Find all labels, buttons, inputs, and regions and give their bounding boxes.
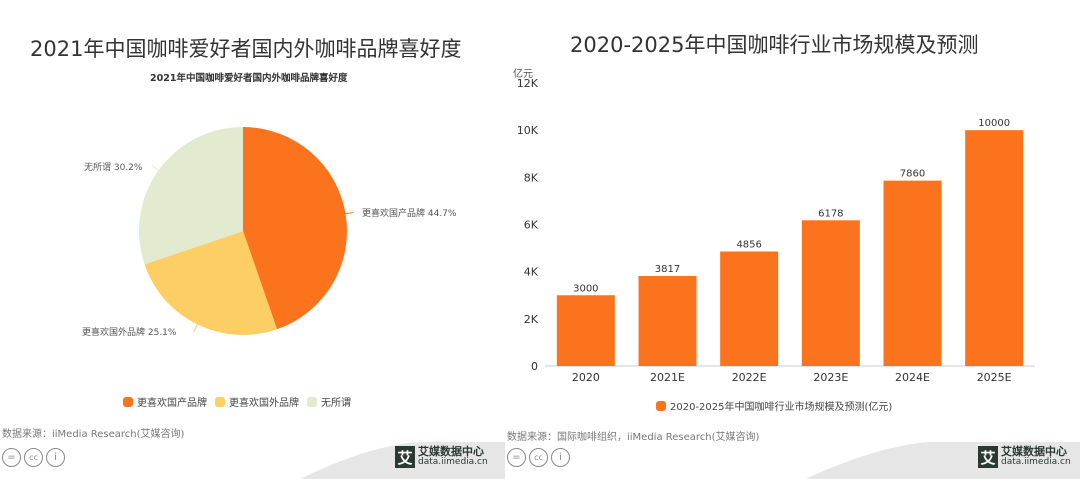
attribution-license-icon: i — [551, 448, 570, 467]
legend-swatch — [656, 400, 666, 411]
equals-license-icon: = — [2, 448, 21, 467]
attribution-license-icon: i — [46, 448, 65, 467]
legend-label: 更喜欢国产品牌 — [137, 398, 207, 409]
bar-value-label: 3817 — [655, 264, 680, 275]
x-tick-label: 2025E — [977, 371, 1012, 384]
bar-2025E[interactable] — [965, 130, 1024, 366]
pie-label-domestic: 更喜欢国产品牌 44.7% — [362, 209, 457, 219]
bar-2023E[interactable] — [801, 220, 860, 366]
pie-label-neutral: 无所谓 30.2% — [84, 163, 143, 173]
logo-text: 艾媒数据中心 — [1001, 445, 1067, 458]
x-tick-label: 2024E — [895, 371, 930, 384]
y-tick-label: 6K — [524, 219, 539, 232]
pie-source: 数据来源：iiMedia Research(艾媒咨询) — [2, 429, 185, 440]
legend-swatch — [215, 396, 225, 407]
bar-source: 数据来源：国际咖啡组织，iiMedia Research(艾媒咨询) — [507, 432, 760, 443]
logo-mark: 艾 — [395, 446, 415, 468]
bar-value-label: 3000 — [573, 283, 598, 294]
pie-legend: 更喜欢国产品牌 更喜欢国外品牌 无所谓 — [123, 394, 351, 409]
equals-license-icon: = — [507, 448, 526, 467]
pie-leader-line — [151, 165, 159, 171]
bar-2020[interactable] — [556, 295, 615, 366]
license-icons-right: = cc i — [507, 448, 570, 467]
license-icons: = cc i — [2, 448, 65, 467]
brand-logo: 艾 艾媒数据中心 data.iimedia.cn — [395, 446, 488, 468]
pie-chart — [138, 126, 354, 335]
x-tick-label: 2022E — [732, 371, 767, 384]
logo-mark: 艾 — [978, 446, 998, 468]
pie-slice-0[interactable] — [243, 127, 348, 330]
bar-value-label: 10000 — [978, 118, 1010, 129]
pie-chart-title: 2021年中国咖啡爱好者国内外咖啡品牌喜好度 — [30, 37, 462, 61]
legend-label: 更喜欢国外品牌 — [229, 398, 299, 409]
pie-leader-line — [345, 211, 354, 215]
logo-url: data.iimedia.cn — [1001, 457, 1071, 467]
bar-2021E[interactable] — [638, 275, 697, 366]
bar-legend: 2020-2025年中国咖啡行业市场规模及预测(亿元) — [656, 398, 892, 413]
legend-item-neutral[interactable]: 无所谓 — [307, 394, 351, 409]
brand-logo-right: 艾 艾媒数据中心 data.iimedia.cn — [978, 446, 1071, 468]
logo-url: data.iimedia.cn — [418, 457, 488, 467]
legend-item-domestic[interactable]: 更喜欢国产品牌 — [123, 394, 207, 409]
legend-label: 无所谓 — [321, 398, 351, 409]
bar-2022E[interactable] — [720, 251, 779, 366]
pie-label-foreign: 更喜欢国外品牌 25.1% — [82, 328, 177, 338]
legend-item-market-size[interactable]: 2020-2025年中国咖啡行业市场规模及预测(亿元) — [656, 398, 892, 413]
x-tick-label: 2023E — [813, 371, 848, 384]
legend-swatch — [123, 396, 133, 407]
bar-value-label: 4856 — [736, 239, 761, 250]
y-tick-label: 8K — [524, 171, 539, 184]
y-tick-label: 2K — [524, 313, 539, 326]
bar-2024E[interactable] — [883, 180, 942, 366]
legend-label: 2020-2025年中国咖啡行业市场规模及预测(亿元) — [670, 402, 893, 413]
legend-swatch — [307, 396, 317, 407]
y-tick-label: 0 — [531, 360, 538, 373]
y-tick-label: 4K — [524, 266, 539, 279]
legend-item-foreign[interactable]: 更喜欢国外品牌 — [215, 394, 299, 409]
bar-chart: 0 2K 4K 6K 8K 10K 12K 3000 2020 3817 2021E 4856 2022… — [517, 77, 1035, 384]
bar-value-label: 6178 — [818, 208, 843, 219]
cc-license-icon: cc — [529, 448, 548, 467]
bar-chart-title: 2020-2025年中国咖啡行业市场规模及预测 — [570, 33, 979, 57]
y-tick-label: 12K — [517, 77, 539, 90]
cc-license-icon: cc — [24, 448, 43, 467]
logo-text: 艾媒数据中心 — [418, 445, 484, 458]
pie-slice-1[interactable] — [144, 231, 277, 335]
bar-value-label: 7860 — [900, 169, 925, 180]
pie-chart-subtitle: 2021年中国咖啡爱好者国内外咖啡品牌喜好度 — [150, 73, 348, 84]
x-tick-label: 2021E — [650, 371, 685, 384]
x-tick-label: 2020 — [572, 371, 600, 384]
pie-leader-line — [193, 324, 198, 332]
y-tick-label: 10K — [517, 124, 539, 137]
pie-slice-2[interactable] — [138, 126, 243, 265]
y-axis-unit: 亿元 — [513, 69, 533, 80]
